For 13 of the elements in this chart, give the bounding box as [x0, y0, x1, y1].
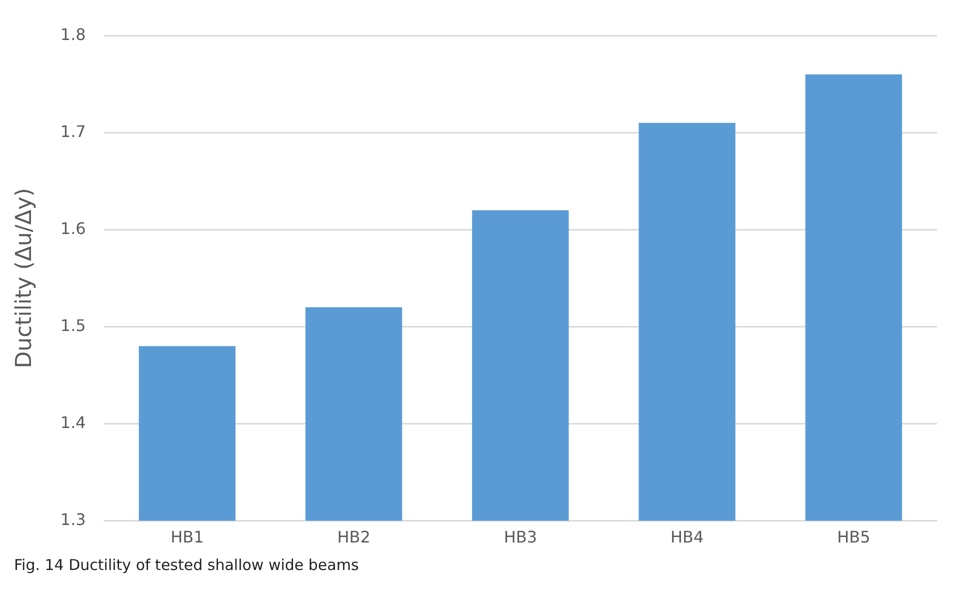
x-tick-label: HB2	[337, 528, 370, 547]
y-tick-label: 1.6	[60, 218, 86, 238]
y-axis-title: Ductility (Δu/Δy)	[12, 188, 37, 368]
caption: Fig. 14 Ductility of tested shallow wide beams	[13, 556, 360, 574]
y-tick-label: 1.8	[60, 24, 86, 44]
y-tick-label: 1.3	[60, 510, 86, 529]
x-tick-label: HB4	[670, 528, 704, 547]
y-tick-label: 1.4	[60, 412, 86, 432]
x-tick-label: HB5	[837, 528, 870, 547]
y-tick-label: 1.7	[60, 122, 86, 141]
y-tick-label: 1.5	[60, 316, 86, 335]
x-tick-label: HB1	[170, 528, 204, 547]
x-tick-label: HB3	[504, 528, 538, 547]
